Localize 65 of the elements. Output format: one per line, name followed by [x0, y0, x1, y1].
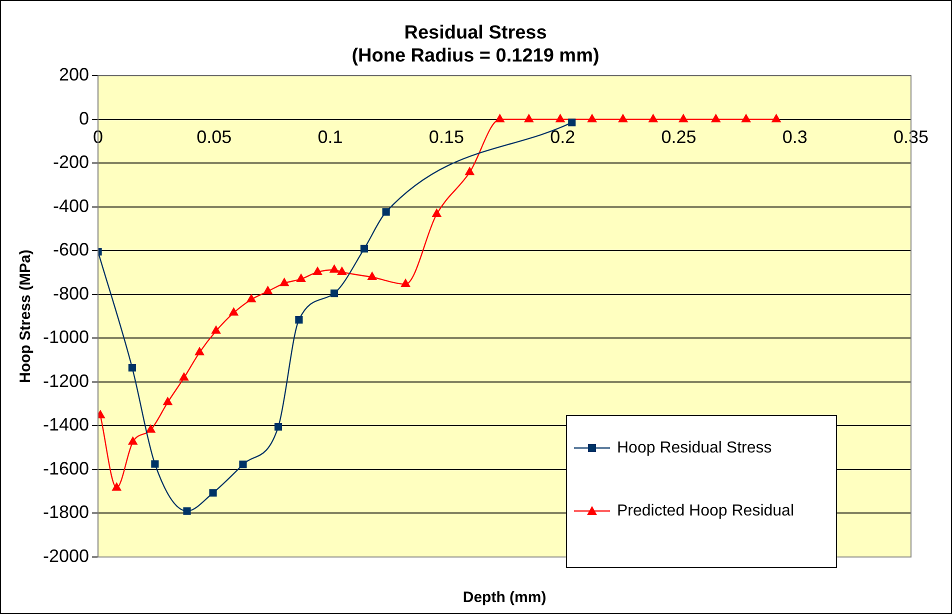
y-tick-label: -1200: [42, 370, 90, 391]
x-tick-label: 0.2: [550, 127, 576, 148]
point: [401, 279, 410, 287]
y-tick-label: -1800: [42, 502, 90, 522]
point: [128, 364, 136, 372]
y-tick-label: -1600: [42, 458, 90, 478]
x-axis-title: Depth (mm): [462, 589, 546, 606]
point: [239, 460, 247, 468]
point: [229, 308, 238, 316]
x-tick-label: 0.15: [428, 127, 464, 148]
point: [588, 114, 597, 122]
point: [465, 167, 474, 176]
point: [556, 114, 565, 122]
point: [183, 507, 191, 515]
chart-subtitle: (Hone Radius = 0.1219 mm): [352, 45, 600, 66]
point: [112, 482, 122, 491]
point: [151, 460, 159, 468]
point: [772, 114, 781, 122]
point: [296, 274, 306, 282]
point: [295, 316, 303, 324]
point: [128, 436, 138, 445]
y-tick-label: -1400: [42, 414, 90, 435]
point: [495, 114, 504, 122]
point: [618, 114, 628, 122]
y-tick-label: -2000: [42, 546, 90, 566]
point: [742, 114, 751, 122]
x-tick-label: 0.35: [893, 127, 929, 148]
point: [368, 272, 377, 280]
point: [524, 114, 534, 122]
point: [337, 267, 346, 275]
point: [432, 209, 442, 217]
x-tick-label: 0.3: [782, 127, 808, 148]
point: [209, 489, 217, 497]
point: [648, 114, 658, 122]
x-tick-label: 0.1: [318, 127, 343, 148]
legend-label: Predicted Hoop Residual: [617, 502, 794, 520]
point: [280, 278, 289, 286]
point: [263, 286, 272, 294]
point: [330, 290, 338, 298]
point: [678, 114, 688, 122]
y-tick-label: -800: [53, 283, 90, 304]
point: [246, 294, 256, 302]
y-tick-label: -1000: [42, 327, 90, 348]
y-tick-label: 200: [58, 64, 90, 85]
y-tick-label: 0: [79, 108, 90, 128]
point: [146, 424, 156, 433]
point: [195, 347, 204, 356]
point: [179, 372, 188, 381]
point: [313, 267, 322, 275]
legend-label: Hoop Residual Stress: [617, 439, 772, 456]
x-tick-label: 0.25: [661, 127, 696, 148]
point: [360, 244, 368, 252]
y-axis-title: Hoop Stress (MPa): [17, 250, 34, 383]
point: [568, 118, 576, 126]
y-tick-label: -400: [53, 196, 90, 216]
y-tick-label: -200: [53, 152, 90, 172]
point: [163, 397, 172, 406]
point: [382, 208, 390, 216]
x-tick-label: 0.05: [196, 127, 232, 148]
point: [212, 326, 221, 334]
point: [711, 114, 720, 122]
point: [330, 264, 339, 273]
chart-title: Residual Stress: [404, 22, 547, 44]
point: [274, 423, 282, 431]
y-tick-label: -600: [53, 240, 90, 260]
